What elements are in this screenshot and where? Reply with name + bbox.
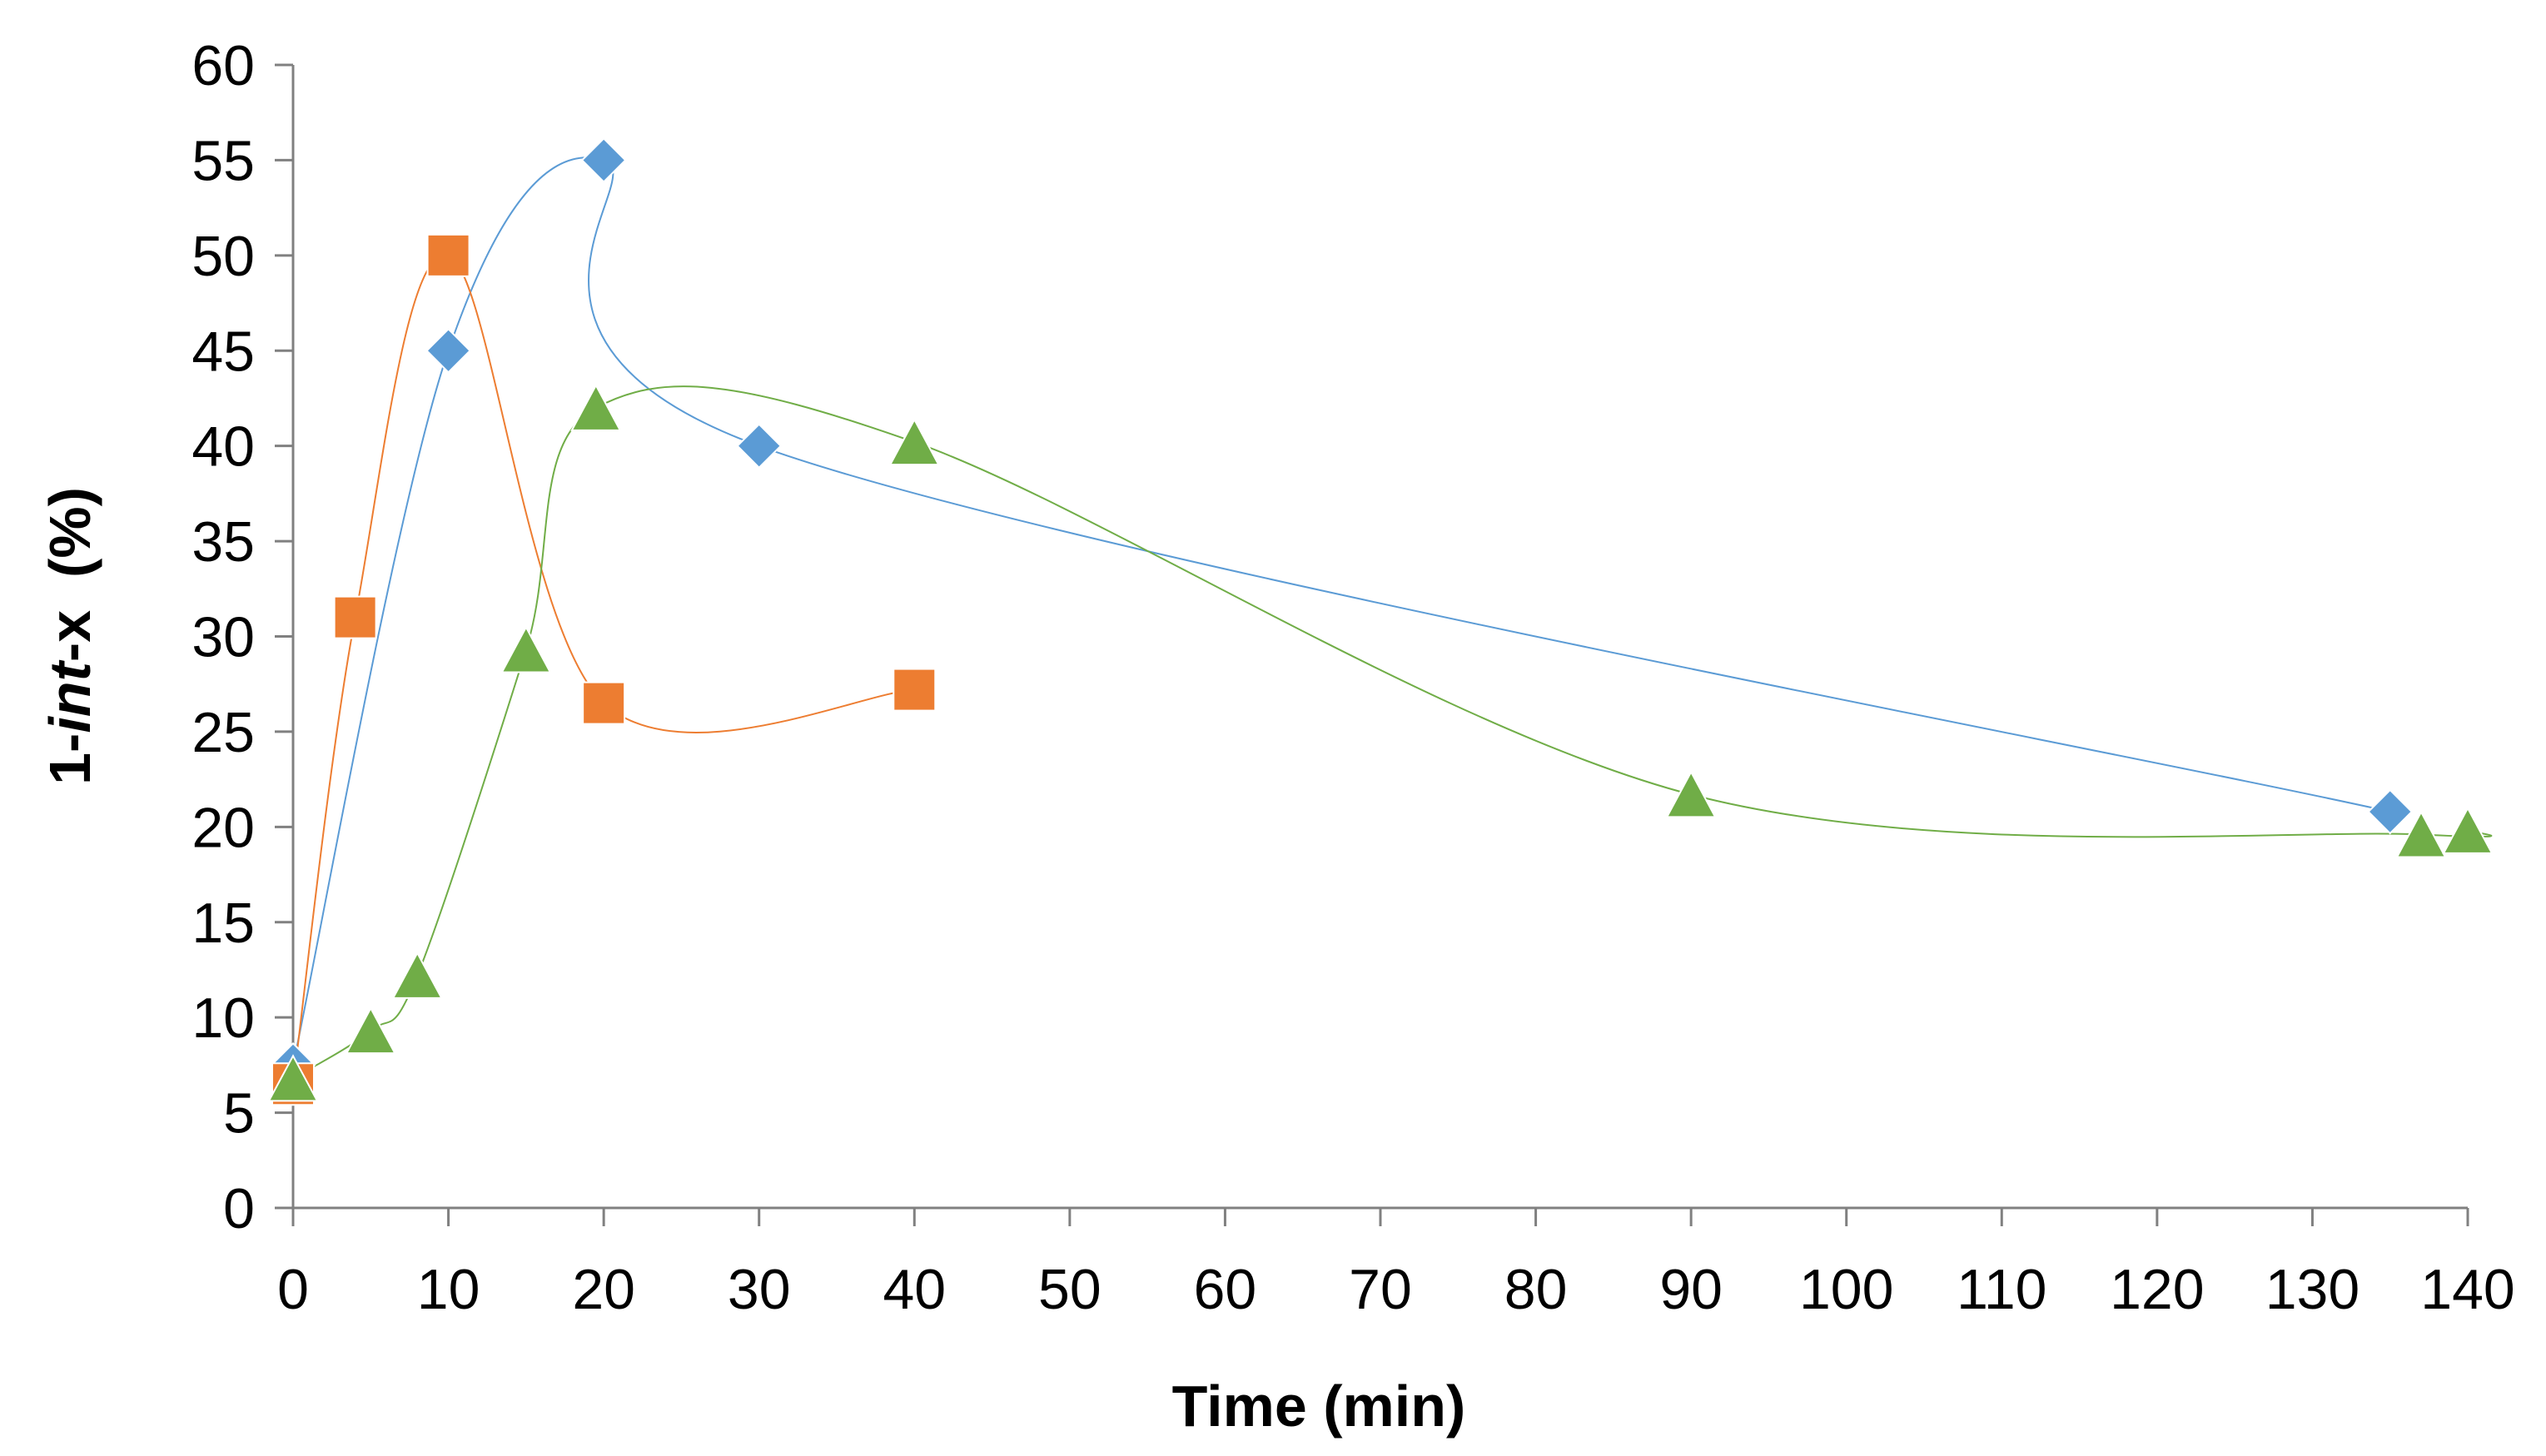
x-tick-label: 0 (277, 1258, 309, 1321)
y-tick-label: 15 (191, 892, 255, 955)
series-3-point (2442, 806, 2494, 854)
y-tick-label: 5 (223, 1082, 255, 1145)
y-tick-label: 0 (223, 1177, 255, 1240)
x-ticks: 0 10 20 30 40 50 60 70 80 90 100 110 120 130 140 (277, 1208, 2515, 1321)
y-axis-title: 1-int-x (%) (37, 487, 102, 785)
series-2-point (333, 595, 377, 639)
series-3-point (267, 1054, 319, 1102)
x-tick-label: 40 (883, 1258, 946, 1321)
y-axis-title-suffix: -x (%) (37, 487, 102, 662)
x-tick-label: 20 (572, 1258, 635, 1321)
y-tick-label: 10 (191, 986, 255, 1050)
x-tick-label: 110 (1957, 1258, 2046, 1321)
x-tick-label: 100 (1799, 1258, 1893, 1321)
y-tick-label: 35 (191, 510, 255, 574)
y-tick-label: 20 (191, 796, 255, 859)
y-tick-label: 30 (191, 606, 255, 669)
y-axis-title-italic: int (37, 659, 102, 733)
series-lines (292, 157, 2493, 1085)
series-2-point (582, 681, 626, 725)
series-3-point (345, 1006, 396, 1055)
series-3-line (292, 385, 2493, 1080)
x-tick-label: 90 (1659, 1258, 1723, 1321)
series-2-line (292, 254, 915, 1085)
series-3-point (1665, 770, 1717, 818)
y-tick-label: 60 (191, 34, 255, 97)
axes (291, 65, 2468, 1210)
series-3-point (888, 417, 940, 466)
x-tick-label: 70 (1349, 1258, 1412, 1321)
x-tick-label: 10 (417, 1258, 480, 1321)
x-tick-label: 80 (1504, 1258, 1568, 1321)
y-tick-label: 50 (191, 225, 255, 288)
series-2-point (426, 233, 470, 277)
x-axis-title: Time (min) (1172, 1374, 1466, 1439)
y-tick-label: 40 (191, 415, 255, 479)
y-tick-label: 45 (191, 320, 255, 383)
x-tick-label: 30 (728, 1258, 791, 1321)
x-tick-label: 120 (2110, 1258, 2204, 1321)
series-1-point (736, 423, 783, 470)
series-1-line (292, 157, 2390, 1066)
y-ticks: 0 5 10 15 20 25 30 35 40 45 50 55 60 (191, 34, 293, 1240)
x-tick-label: 50 (1038, 1258, 1101, 1321)
x-tick-label: 130 (2265, 1258, 2360, 1321)
x-tick-label: 140 (2420, 1258, 2514, 1321)
series-3-point (391, 951, 443, 999)
y-axis-title-prefix: 1- (37, 733, 102, 785)
series-markers (267, 137, 2494, 1106)
series-3-point (570, 383, 622, 431)
y-tick-label: 55 (191, 129, 255, 192)
series-3-point (500, 625, 552, 673)
series-2-point (893, 668, 937, 712)
series-3-point (2395, 810, 2447, 858)
series-1-point (2367, 788, 2414, 835)
x-tick-label: 60 (1194, 1258, 1257, 1321)
y-tick-label: 25 (191, 701, 255, 764)
series-1-point (580, 137, 627, 183)
series-1-point (425, 327, 471, 374)
